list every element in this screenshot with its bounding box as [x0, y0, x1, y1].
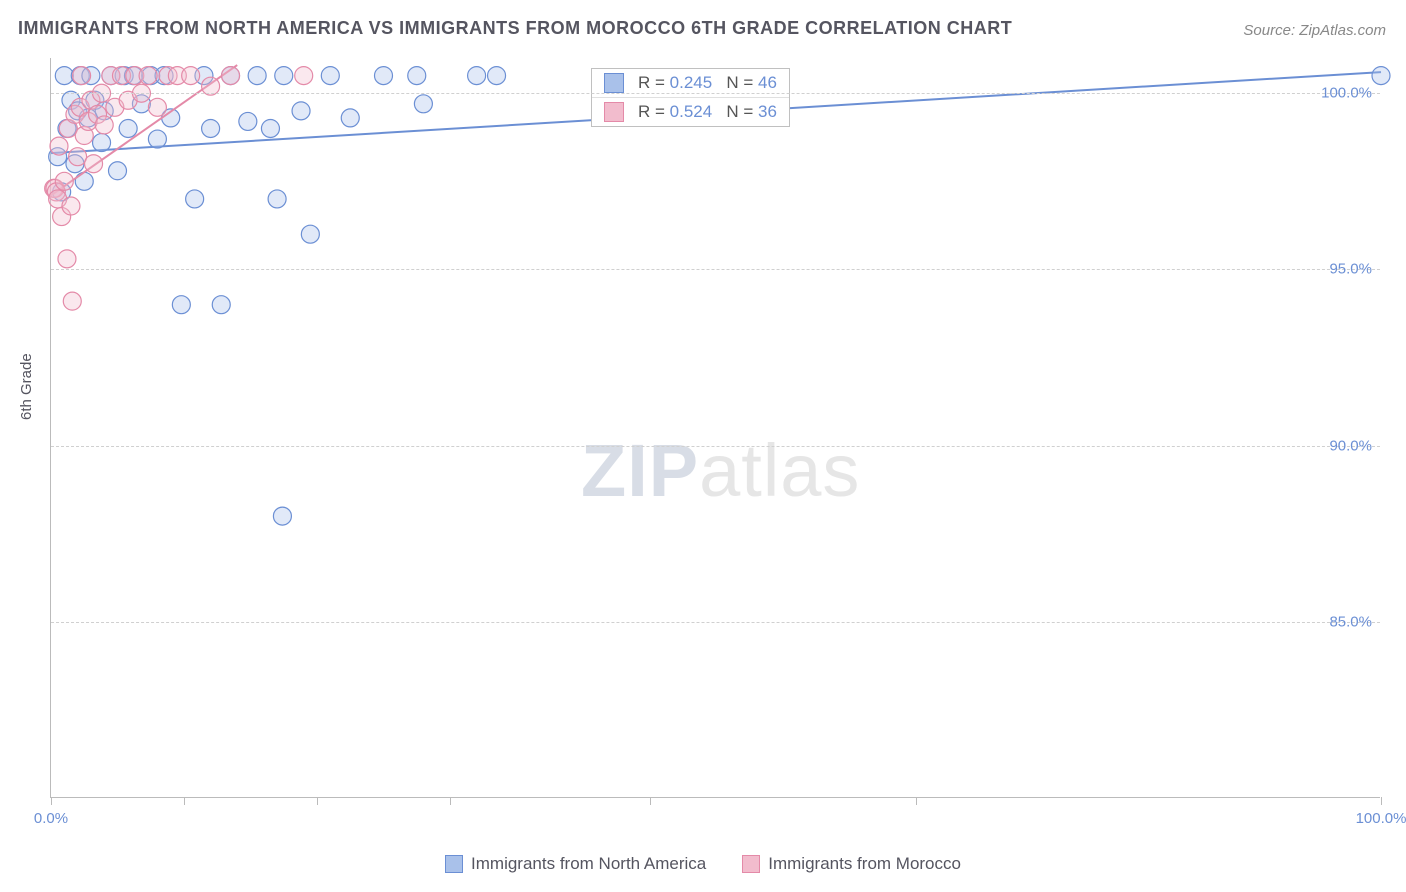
x-tick [184, 797, 185, 805]
gridline-horizontal [51, 446, 1380, 447]
scatter-point-north_america [93, 134, 111, 152]
scatter-point-morocco [139, 67, 157, 85]
scatter-point-north_america [212, 296, 230, 314]
x-tick [916, 797, 917, 805]
scatter-point-north_america [408, 67, 426, 85]
legend-label: Immigrants from Morocco [768, 854, 961, 874]
stats-text: R = 0.524 N = 36 [638, 102, 777, 122]
scatter-point-morocco [62, 197, 80, 215]
stats-swatch [604, 73, 624, 93]
scatter-point-morocco [182, 67, 200, 85]
legend-swatch [742, 855, 760, 873]
scatter-point-north_america [375, 67, 393, 85]
scatter-point-north_america [488, 67, 506, 85]
chart-svg [51, 58, 1380, 797]
scatter-point-north_america [75, 172, 93, 190]
scatter-point-morocco [295, 67, 313, 85]
scatter-point-north_america [148, 130, 166, 148]
scatter-point-north_america [261, 119, 279, 137]
plot-area: ZIPatlas R = 0.245 N = 46R = 0.524 N = 3… [50, 58, 1380, 798]
x-tick-label: 0.0% [34, 810, 68, 827]
legend-swatch [445, 855, 463, 873]
scatter-point-north_america [186, 190, 204, 208]
scatter-point-north_america [292, 102, 310, 120]
scatter-point-morocco [95, 116, 113, 134]
stats-swatch [604, 102, 624, 122]
bottom-legend: Immigrants from North America Immigrants … [0, 854, 1406, 878]
x-tick [650, 797, 651, 805]
x-tick [51, 797, 52, 805]
scatter-point-north_america [109, 162, 127, 180]
y-tick-label: 100.0% [1321, 85, 1372, 102]
x-tick [317, 797, 318, 805]
scatter-point-morocco [50, 137, 68, 155]
source-value: ZipAtlas.com [1299, 22, 1386, 39]
scatter-point-morocco [85, 155, 103, 173]
scatter-point-north_america [275, 67, 293, 85]
scatter-point-north_america [268, 190, 286, 208]
stats-row-morocco: R = 0.524 N = 36 [592, 98, 789, 126]
scatter-point-north_america [202, 119, 220, 137]
scatter-point-morocco [73, 67, 91, 85]
scatter-point-morocco [148, 98, 166, 116]
scatter-point-north_america [341, 109, 359, 127]
gridline-horizontal [51, 622, 1380, 623]
scatter-point-morocco [55, 172, 73, 190]
y-tick-label: 95.0% [1329, 261, 1372, 278]
stats-box: R = 0.245 N = 46 R = 0.524 N = 36 [591, 68, 790, 127]
scatter-point-north_america [321, 67, 339, 85]
x-tick-label: 100.0% [1356, 810, 1406, 827]
scatter-point-north_america [239, 112, 257, 130]
scatter-point-north_america [119, 119, 137, 137]
scatter-point-north_america [1372, 67, 1390, 85]
legend-item: Immigrants from North America [445, 854, 706, 874]
x-tick [1381, 797, 1382, 805]
y-tick-label: 85.0% [1329, 613, 1372, 630]
scatter-point-morocco [58, 250, 76, 268]
scatter-point-morocco [222, 67, 240, 85]
chart-title: IMMIGRANTS FROM NORTH AMERICA VS IMMIGRA… [18, 18, 1012, 39]
y-axis-label: 6th Grade [18, 353, 35, 420]
source-label: Source: [1243, 22, 1295, 39]
scatter-point-north_america [55, 67, 73, 85]
scatter-point-morocco [63, 292, 81, 310]
source-attribution: Source: ZipAtlas.com [1243, 22, 1386, 39]
stats-text: R = 0.245 N = 46 [638, 73, 777, 93]
gridline-horizontal [51, 269, 1380, 270]
legend-label: Immigrants from North America [471, 854, 706, 874]
legend-item: Immigrants from Morocco [742, 854, 961, 874]
scatter-point-north_america [172, 296, 190, 314]
scatter-point-morocco [69, 148, 87, 166]
scatter-point-north_america [414, 95, 432, 113]
scatter-point-north_america [301, 225, 319, 243]
scatter-point-north_america [273, 507, 291, 525]
scatter-point-north_america [468, 67, 486, 85]
y-tick-label: 90.0% [1329, 437, 1372, 454]
x-tick [450, 797, 451, 805]
scatter-point-north_america [248, 67, 266, 85]
gridline-horizontal [51, 93, 1380, 94]
